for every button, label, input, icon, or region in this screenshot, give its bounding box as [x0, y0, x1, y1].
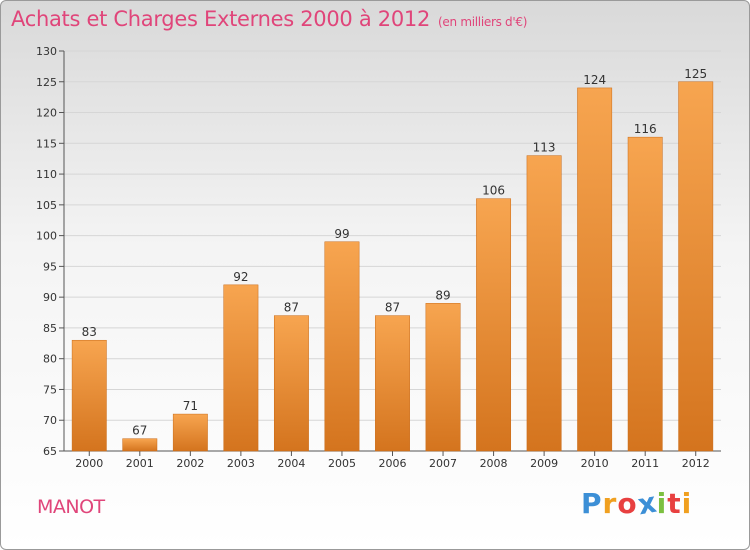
x-tick-label-2006: 2006	[379, 457, 407, 470]
data-label-2006: 87	[385, 301, 400, 315]
data-label-2003: 92	[233, 270, 248, 284]
chart-title: Achats et Charges Externes 2000 à 2012 (e…	[11, 7, 527, 31]
x-tick-label-2001: 2001	[126, 457, 154, 470]
x-tick-label-2012: 2012	[682, 457, 710, 470]
x-tick-label-2002: 2002	[176, 457, 204, 470]
bar-2003	[223, 284, 259, 452]
x-tick-label-2008: 2008	[480, 457, 508, 470]
data-label-2007: 89	[435, 288, 450, 302]
data-label-2011: 116	[634, 122, 657, 136]
bar-2008	[476, 198, 512, 452]
axes: 65 70 75 80 85 90 95 100 105 110 115 120 125 130 2000 2…	[36, 45, 721, 470]
y-tick-label: 130	[36, 45, 57, 58]
data-label-2000: 83	[82, 325, 97, 339]
x-tick-label-2009: 2009	[530, 457, 558, 470]
y-tick-label: 85	[43, 322, 57, 335]
x-tick-label-2003: 2003	[227, 457, 255, 470]
data-label-2010: 124	[583, 73, 606, 87]
bar-2012	[678, 81, 714, 452]
data-labels: 83 67 71 92 87 99 87 89 106 113 124 116 125	[82, 67, 708, 438]
data-label-2008: 106	[482, 184, 505, 198]
bar-2010	[577, 87, 613, 452]
data-label-2002: 71	[183, 399, 198, 413]
bar-2005	[324, 241, 360, 452]
y-tick-label: 90	[43, 291, 57, 304]
y-tick-label: 120	[36, 107, 57, 120]
x-tick-label-2004: 2004	[277, 457, 305, 470]
x-tick-label-2005: 2005	[328, 457, 356, 470]
bars	[71, 81, 714, 452]
data-label-2004: 87	[284, 301, 299, 315]
y-tick-label: 95	[43, 260, 57, 273]
proxiti-logo: Proxiti	[581, 485, 693, 522]
y-tick-label: 110	[36, 168, 57, 181]
bar-2004	[273, 315, 309, 452]
y-tick-label: 105	[36, 199, 57, 212]
data-label-2009: 113	[533, 141, 556, 155]
data-label-2012: 125	[684, 67, 707, 81]
x-tick-label-2011: 2011	[631, 457, 659, 470]
bar-2001	[122, 438, 158, 452]
y-tick-label: 65	[43, 445, 57, 458]
bar-2006	[375, 315, 410, 452]
bar-2011	[627, 136, 663, 452]
y-tick-label: 70	[43, 414, 57, 427]
bar-2002	[172, 413, 208, 452]
y-tick-label: 80	[43, 353, 57, 366]
x-tick-label-2010: 2010	[581, 457, 609, 470]
bar-2009	[526, 155, 562, 452]
x-tick-label-2007: 2007	[429, 457, 457, 470]
data-label-2005: 99	[334, 227, 349, 241]
bar-2007	[425, 303, 461, 452]
data-label-2001: 67	[132, 424, 147, 438]
x-tick-label-2000: 2000	[75, 457, 103, 470]
y-tick-label: 115	[36, 137, 57, 150]
bar-2000	[71, 339, 107, 452]
chart-title-text: Achats et Charges Externes 2000 à 2012	[11, 7, 431, 31]
y-tick-label: 100	[36, 230, 57, 243]
city-name: MANOT	[37, 496, 105, 518]
y-tick-label: 125	[36, 76, 57, 89]
chart-subtitle: (en milliers d'€)	[438, 15, 528, 29]
y-tick-label: 75	[43, 383, 57, 396]
